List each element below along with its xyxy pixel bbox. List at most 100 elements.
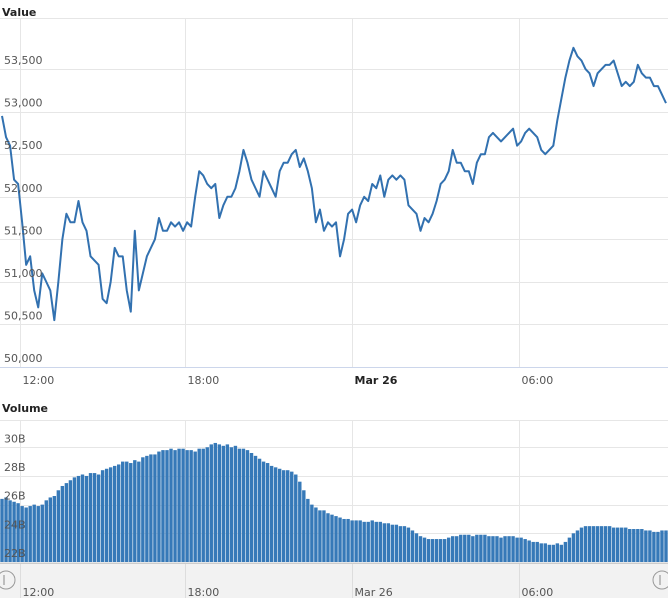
bar <box>112 465 117 562</box>
axis-title: Volume <box>2 402 48 415</box>
bar <box>571 533 576 562</box>
bar <box>28 506 32 562</box>
bar <box>603 526 608 562</box>
bar <box>402 526 407 562</box>
y-tick-label: 53,500 <box>4 54 43 67</box>
navigator-handle-left[interactable] <box>0 570 16 590</box>
bar <box>88 473 93 562</box>
bar <box>241 448 246 562</box>
y-tick-label: 50,000 <box>4 352 43 365</box>
bar <box>0 498 4 562</box>
navigator-handle-right[interactable] <box>652 570 668 590</box>
bar <box>314 507 318 562</box>
bar <box>487 536 491 562</box>
bar <box>20 506 24 562</box>
bar <box>519 537 523 562</box>
bar <box>422 537 427 562</box>
bar <box>302 490 306 562</box>
bar <box>483 534 487 562</box>
bar <box>599 526 604 562</box>
bar <box>378 521 382 562</box>
x-tick-label: 06:00 <box>522 586 554 599</box>
bar <box>121 461 125 562</box>
bar <box>628 529 632 562</box>
axis-title: Value <box>2 6 36 19</box>
bar <box>181 448 185 562</box>
bar <box>145 455 149 562</box>
bar <box>523 539 527 562</box>
bar <box>394 524 399 562</box>
bar <box>636 529 640 562</box>
bar <box>539 543 543 562</box>
bar <box>318 510 322 562</box>
bar <box>531 541 535 562</box>
bar <box>48 497 53 562</box>
bar <box>165 450 169 562</box>
bar <box>201 448 205 562</box>
bar <box>273 467 278 562</box>
bar <box>233 445 238 562</box>
bar <box>16 503 20 562</box>
bar <box>169 448 173 562</box>
bar <box>640 529 644 562</box>
bar <box>108 467 113 562</box>
bar <box>149 454 153 562</box>
bar <box>137 461 141 562</box>
bar <box>362 521 366 562</box>
bar <box>535 541 539 562</box>
bar <box>96 474 101 562</box>
bar <box>434 539 439 562</box>
bar <box>620 527 624 562</box>
bar <box>205 447 209 562</box>
bar <box>237 448 242 562</box>
bar <box>479 534 483 562</box>
bar <box>173 450 177 562</box>
y-tick-label: 52,000 <box>4 182 43 195</box>
bar <box>56 490 61 562</box>
bar <box>386 523 391 562</box>
bar <box>587 526 592 562</box>
bar <box>44 500 48 562</box>
bar <box>374 521 378 562</box>
bar <box>80 474 85 562</box>
x-tick-label: 18:00 <box>188 374 220 387</box>
bar <box>209 444 213 562</box>
bar <box>648 530 652 562</box>
bar <box>197 448 201 562</box>
bar <box>221 445 226 562</box>
bar <box>84 475 89 562</box>
bar <box>261 461 266 562</box>
bar <box>438 539 443 562</box>
bar <box>499 537 503 562</box>
bar <box>595 526 600 562</box>
bar <box>555 543 560 562</box>
y-tick-label: 50,500 <box>4 309 43 322</box>
bar <box>245 450 250 562</box>
navigator <box>0 563 668 598</box>
bar <box>475 534 479 562</box>
bar <box>390 524 395 562</box>
bar <box>370 520 374 562</box>
bar <box>382 523 387 562</box>
bar <box>652 531 656 562</box>
bar <box>563 541 568 562</box>
bar <box>229 447 234 562</box>
bar <box>446 537 451 562</box>
bar <box>269 465 274 562</box>
bar <box>277 468 282 562</box>
bar <box>567 537 572 562</box>
bar <box>334 516 338 562</box>
bar <box>547 544 552 562</box>
x-tick-label: 06:00 <box>522 374 554 387</box>
y-tick-label: 28B <box>4 461 26 474</box>
bar <box>583 526 588 562</box>
bar <box>76 475 81 562</box>
x-tick-label: 12:00 <box>23 586 55 599</box>
bar <box>406 527 411 562</box>
bar <box>161 450 165 562</box>
line-series <box>1 46 667 322</box>
bar <box>40 504 44 562</box>
bar <box>125 461 129 562</box>
bar <box>507 536 511 562</box>
bar <box>253 455 258 562</box>
